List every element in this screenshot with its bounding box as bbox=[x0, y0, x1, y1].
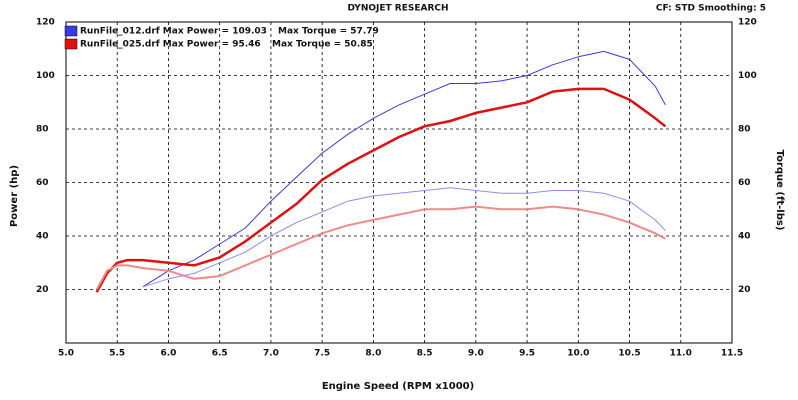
y-tick-label: 120 bbox=[36, 18, 55, 28]
y2-tick-label: 20 bbox=[738, 285, 751, 295]
x-tick-label: 11.0 bbox=[670, 349, 692, 359]
x-tick-label: 10.5 bbox=[618, 349, 640, 359]
y2-tick-label: 40 bbox=[738, 232, 751, 242]
y-tick-label: 20 bbox=[36, 285, 49, 295]
x-axis-label: Engine Speed (RPM x1000) bbox=[322, 381, 474, 392]
y-axis-label: Power (hp) bbox=[9, 165, 20, 227]
x-tick-label: 7.0 bbox=[263, 349, 279, 359]
x-tick-label: 11.5 bbox=[721, 349, 743, 359]
series-line bbox=[95, 87, 667, 293]
chart-subtitle: CF: STD Smoothing: 5 bbox=[656, 4, 766, 14]
x-tick-label: 6.5 bbox=[212, 349, 228, 359]
chart-title: DYNOJET RESEARCH bbox=[347, 4, 448, 14]
y-tick-label: 80 bbox=[36, 125, 49, 135]
y-tick-label: 100 bbox=[36, 71, 55, 81]
x-tick-label: 9.5 bbox=[519, 349, 535, 359]
legend-torque: Max Torque = 57.79 bbox=[278, 27, 379, 37]
x-tick-label: 6.0 bbox=[160, 349, 176, 359]
x-tick-label: 8.0 bbox=[365, 349, 381, 359]
y2-tick-label: 60 bbox=[738, 178, 751, 188]
legend-label: RunFile_012.drf Max Power = 109.03 bbox=[80, 27, 267, 37]
x-tick-label: 5.0 bbox=[58, 349, 74, 359]
plot-frame bbox=[65, 21, 733, 344]
x-tick-label: 9.0 bbox=[468, 349, 484, 359]
x-tick-label: 10.0 bbox=[567, 349, 589, 359]
legend-torque: Max Torque = 50.85 bbox=[272, 40, 373, 50]
legend-swatch bbox=[64, 25, 78, 37]
y-tick-label: 60 bbox=[36, 178, 49, 188]
y2-tick-label: 120 bbox=[738, 18, 757, 28]
legend-swatch bbox=[64, 38, 78, 50]
y2-axis-label: Torque (ft-lbs) bbox=[774, 150, 785, 231]
y2-tick-label: 80 bbox=[738, 125, 751, 135]
x-tick-label: 5.5 bbox=[109, 349, 125, 359]
y2-tick-label: 100 bbox=[738, 71, 757, 81]
x-tick-label: 7.5 bbox=[314, 349, 330, 359]
series-line bbox=[142, 50, 666, 288]
legend-label: RunFile_025.drf Max Power = 95.46 bbox=[80, 40, 261, 50]
series-line bbox=[95, 205, 666, 290]
x-tick-label: 8.5 bbox=[417, 349, 433, 359]
series-line bbox=[142, 187, 666, 288]
y-tick-label: 40 bbox=[36, 232, 49, 242]
